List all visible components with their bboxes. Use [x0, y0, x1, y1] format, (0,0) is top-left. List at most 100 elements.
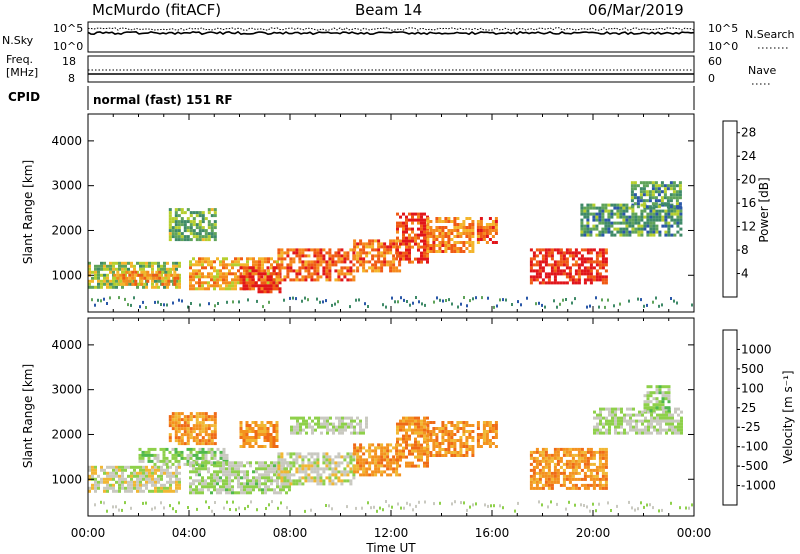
data-cell [608, 413, 611, 417]
data-cell [142, 501, 144, 505]
data-cell [614, 425, 617, 429]
data-cell [177, 430, 181, 434]
data-cell [595, 450, 599, 454]
data-cell [476, 436, 480, 439]
data-cell [340, 266, 344, 270]
data-cell [610, 212, 614, 216]
data-cell [207, 287, 210, 291]
data-cell [332, 425, 335, 429]
data-cell [392, 446, 396, 450]
data-cell [535, 471, 539, 475]
data-cell [399, 449, 402, 453]
data-cell [161, 279, 165, 283]
data-cell [183, 424, 187, 428]
data-cell [426, 424, 430, 427]
data-cell [260, 290, 264, 294]
data-cell [646, 394, 650, 398]
data-cell [667, 209, 671, 213]
data-cell [171, 424, 175, 428]
data-cell [635, 422, 638, 426]
data-cell [671, 419, 674, 423]
data-cell [231, 461, 234, 465]
data-cell [174, 226, 178, 230]
data-cell [343, 470, 347, 474]
data-cell [646, 221, 650, 225]
data-cell [213, 238, 217, 242]
data-cell [426, 260, 429, 264]
data-cell [280, 260, 284, 264]
data-cell [195, 461, 198, 465]
data-cell [288, 476, 291, 480]
data-cell [371, 266, 375, 270]
data-cell [167, 282, 171, 286]
data-cell [301, 467, 305, 471]
data-cell [374, 263, 378, 267]
data-cell [655, 397, 659, 401]
data-cell [456, 439, 460, 442]
data-cell [586, 483, 590, 487]
data-cell [171, 232, 175, 236]
data-cell [260, 287, 264, 291]
data-cell [646, 397, 650, 401]
data-cell [261, 482, 264, 486]
data-cell [231, 467, 234, 471]
data-cell [547, 462, 551, 466]
data-cell [625, 227, 629, 231]
data-cell [322, 254, 326, 258]
data-cell [331, 458, 335, 462]
data-cell [148, 264, 151, 268]
data-cell [402, 452, 405, 456]
data-cell [252, 476, 255, 480]
data-cell [269, 442, 273, 445]
data-cell [365, 470, 369, 474]
data-cell [471, 430, 475, 433]
data-cell [283, 458, 287, 462]
data-cell [213, 235, 217, 239]
data-cell [273, 491, 276, 495]
data-cell [362, 257, 366, 261]
data-cell [301, 275, 305, 279]
data-cell [383, 464, 387, 468]
data-cell [316, 269, 320, 273]
data-cell [669, 187, 673, 191]
data-cell [147, 447, 151, 451]
data-cell [160, 264, 163, 268]
data-cell [453, 445, 457, 448]
data-cell [538, 275, 542, 279]
data-cell [304, 278, 308, 282]
data-cell [679, 506, 681, 510]
data-cell [328, 257, 332, 261]
data-cell [147, 456, 151, 460]
data-cell [151, 507, 153, 511]
data-cell [166, 474, 169, 478]
data-cell [476, 220, 480, 223]
data-cell [365, 419, 368, 423]
data-cell [183, 418, 187, 422]
data-cell [198, 275, 201, 279]
data-cell [538, 260, 542, 264]
data-cell [666, 184, 670, 188]
data-cell [277, 455, 281, 459]
data-cell [599, 431, 602, 435]
data-cell [258, 467, 261, 471]
data-cell [617, 407, 620, 411]
data-cell [355, 298, 357, 302]
data-cell [580, 450, 584, 454]
data-cell [225, 462, 229, 466]
data-cell [189, 238, 193, 242]
data-cell [642, 184, 646, 188]
data-cell [292, 248, 296, 252]
data-cell [658, 385, 662, 389]
data-cell [395, 467, 399, 471]
data-cell [192, 211, 196, 215]
data-cell [266, 436, 270, 439]
data-cell [234, 470, 237, 474]
data-cell [177, 229, 181, 233]
data-cell [660, 181, 664, 185]
data-cell [254, 421, 258, 424]
data-cell [586, 468, 590, 472]
data-cell [373, 505, 375, 509]
data-cell [295, 254, 299, 258]
data-cell [325, 455, 329, 459]
